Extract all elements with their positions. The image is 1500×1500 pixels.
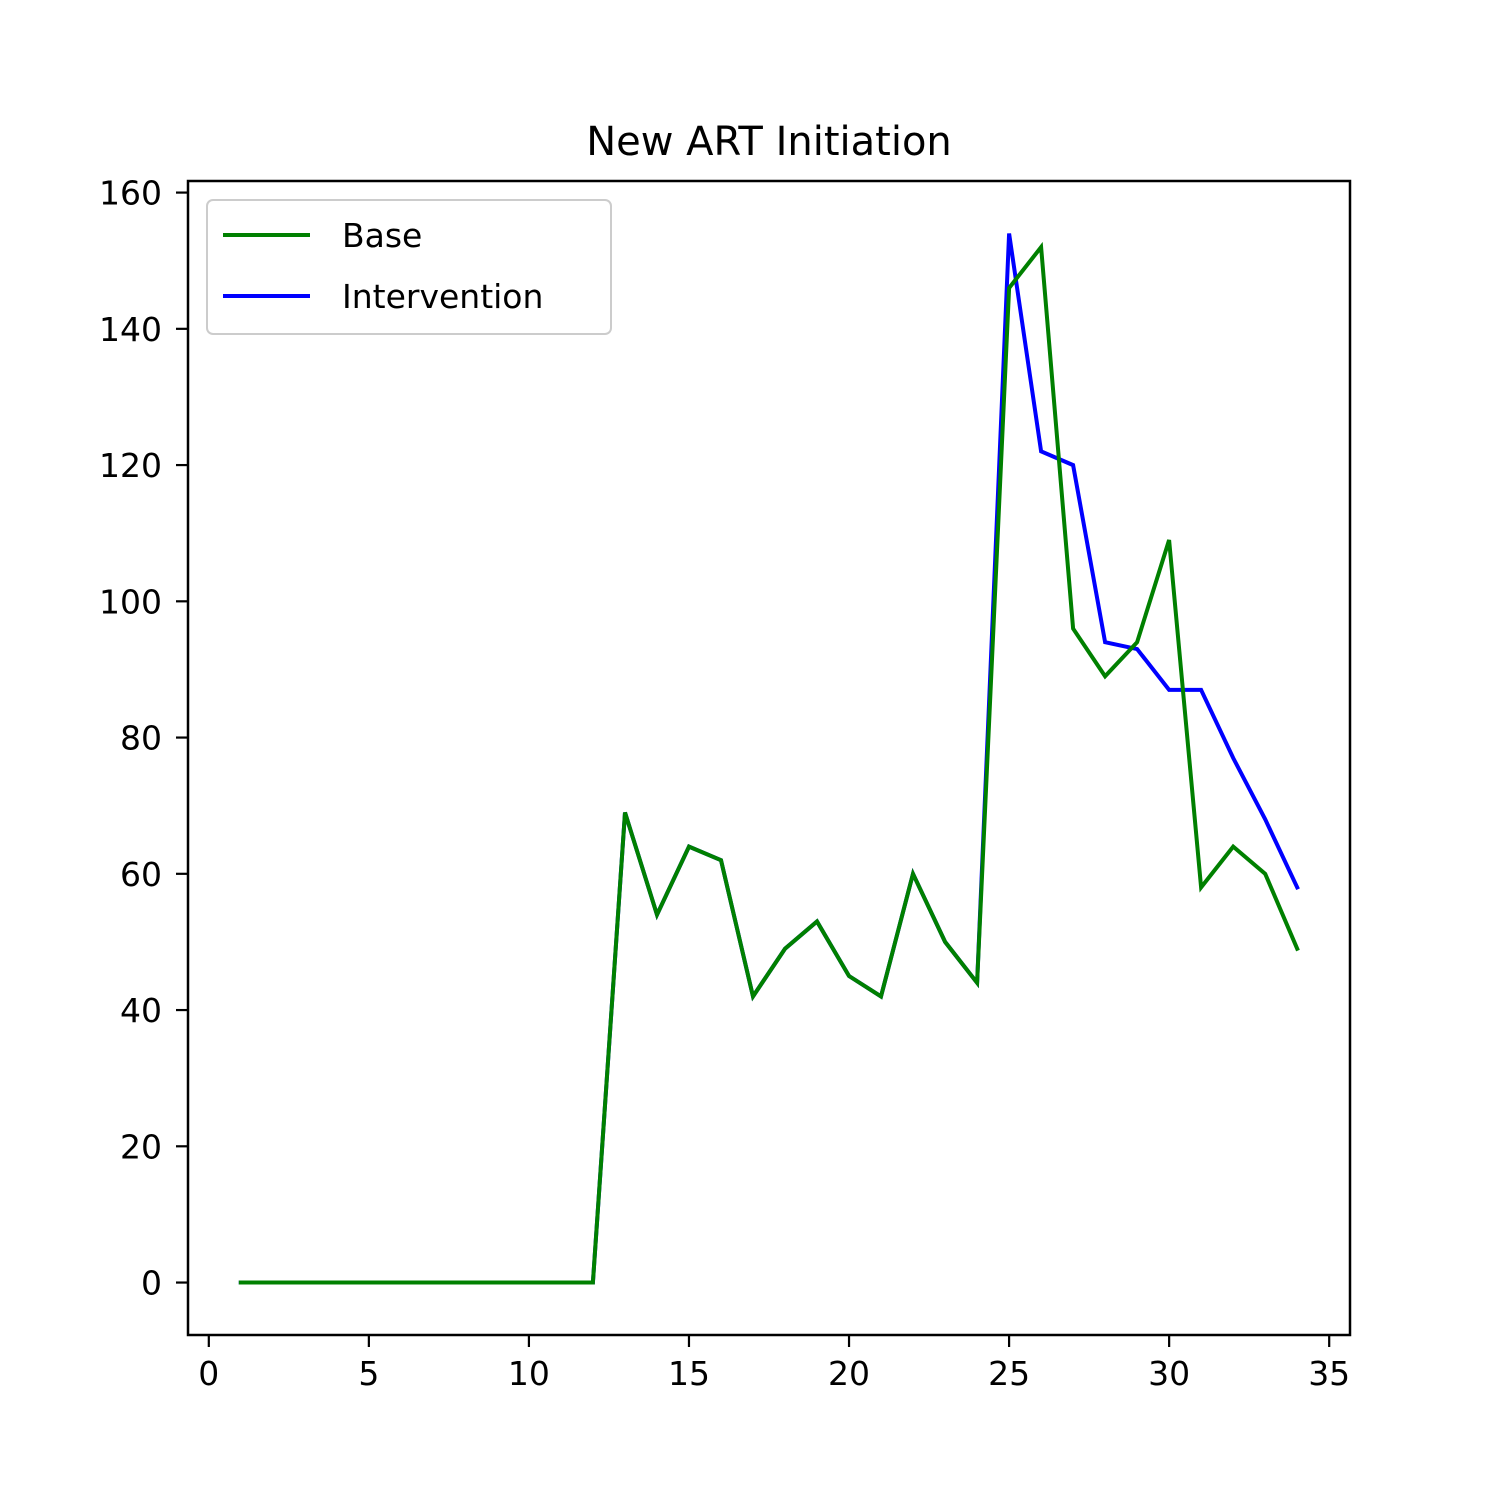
legend: Base Intervention <box>206 199 612 335</box>
x-axis: 0 5 10 15 20 25 30 35 <box>198 1335 1350 1393</box>
y-axis: 0 20 40 60 80 100 120 140 160 <box>99 174 188 1303</box>
chart-title: New ART Initiation <box>586 119 952 165</box>
x-tick-label: 10 <box>508 1354 550 1393</box>
y-tick-label: 120 <box>99 446 162 485</box>
plot-frame <box>186 179 1352 1337</box>
series-layer <box>238 233 1300 1285</box>
legend-label-intervention: Intervention <box>342 277 543 316</box>
y-tick-label: 100 <box>99 582 162 621</box>
x-tick-label: 15 <box>668 1354 710 1393</box>
x-tick-label: 35 <box>1308 1354 1350 1393</box>
y-tick-label: 160 <box>99 174 162 213</box>
y-tick-label: 40 <box>120 991 162 1030</box>
y-tick-label: 0 <box>141 1264 162 1303</box>
series-line-base <box>238 241 1300 1285</box>
x-tick-label: 20 <box>828 1354 870 1393</box>
y-tick-label: 20 <box>120 1127 162 1166</box>
x-tick-label: 0 <box>198 1354 219 1393</box>
y-tick-label: 60 <box>120 855 162 894</box>
y-tick-label: 80 <box>120 719 162 758</box>
x-tick-label: 5 <box>358 1354 379 1393</box>
x-tick-label: 30 <box>1148 1354 1190 1393</box>
legend-label-base: Base <box>342 216 422 255</box>
x-tick-label: 25 <box>988 1354 1030 1393</box>
y-tick-label: 140 <box>99 310 162 349</box>
